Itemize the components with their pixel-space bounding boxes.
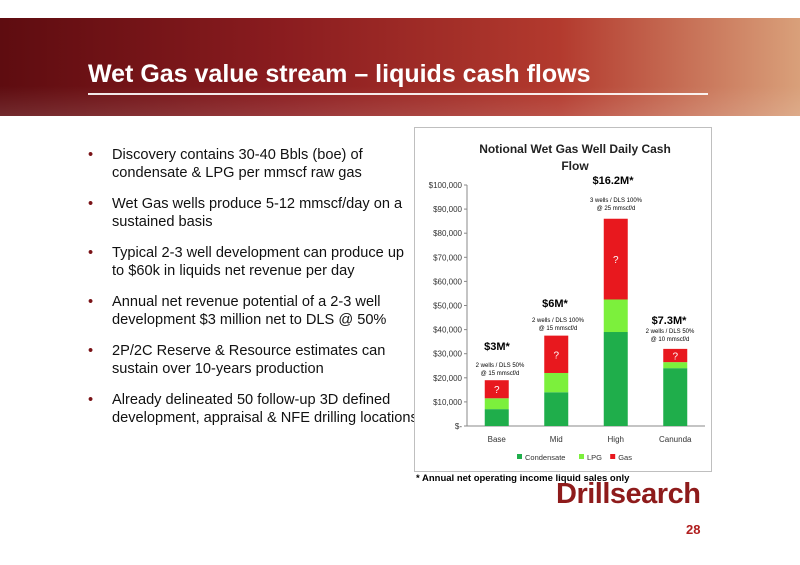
bullet-list: • Discovery contains 30-40 Bbls (boe) of … xyxy=(88,146,418,440)
bullet-text: Discovery contains 30-40 Bbls (boe) of c… xyxy=(112,147,363,181)
legend-swatch-gas xyxy=(610,454,616,459)
bar-segment-condensate xyxy=(663,368,688,426)
bullet-item: • Discovery contains 30-40 Bbls (boe) of … xyxy=(88,146,418,182)
y-tick-label: $100,000 xyxy=(429,181,463,190)
bullet-dot: • xyxy=(88,294,94,310)
y-tick-label: $70,000 xyxy=(433,253,462,262)
well-note-line: 2 wells / DLS 50% xyxy=(476,363,525,369)
chart-title-line: Flow xyxy=(561,159,589,173)
x-tick-label: High xyxy=(608,435,624,444)
y-tick-label: $30,000 xyxy=(433,350,462,359)
bar-segment-lpg xyxy=(603,299,628,333)
y-tick-label: $60,000 xyxy=(433,277,462,286)
y-tick-label: $10,000 xyxy=(433,398,462,407)
x-tick-label: Base xyxy=(488,435,507,444)
scenario-value-label: $3M* xyxy=(484,341,510,353)
bullet-dot: • xyxy=(88,245,94,261)
bar-segment-lpg xyxy=(663,362,688,369)
slide-title: Wet Gas value stream – liquids cash flow… xyxy=(88,60,591,88)
footnote: * Annual net operating income liquid sal… xyxy=(416,473,630,484)
bullet-text: Typical 2-3 well development can produce… xyxy=(112,245,405,279)
drillsearch-logo: Drillsearch xyxy=(556,478,701,511)
bullet-dot: • xyxy=(88,196,94,212)
bar-segment-lpg xyxy=(484,398,509,410)
bullet-item: • Annual net revenue potential of a 2-3 w… xyxy=(88,293,418,329)
well-note-line: @ 25 mmscf/d xyxy=(597,206,636,212)
well-note-line: 2 wells / DLS 100% xyxy=(532,318,585,324)
bullet-item: • Wet Gas wells produce 5-12 mmscf/day on… xyxy=(88,195,418,231)
well-note-line: 2 wells / DLS 50% xyxy=(646,329,695,335)
bar-segment-lpg xyxy=(544,372,569,393)
bullet-item: • Already delineated 50 follow-up 3D defi… xyxy=(88,391,418,427)
legend-label-lpg: LPG xyxy=(587,453,602,462)
x-tick-label: Mid xyxy=(550,435,563,444)
well-note-line: @ 15 mmscf/d xyxy=(481,371,520,377)
bullet-text: 2P/2C Reserve & Resource estimates can s… xyxy=(112,343,386,377)
bullet-text: Wet Gas wells produce 5-12 mmscf/day on … xyxy=(112,196,403,230)
scenario-value-label: $6M* xyxy=(542,298,568,310)
scenario-value-label: $7.3M* xyxy=(652,315,688,327)
page-number: 28 xyxy=(686,522,701,537)
legend-swatch-lpg xyxy=(579,454,584,459)
y-tick-label: $40,000 xyxy=(433,326,462,335)
title-underline xyxy=(88,93,708,95)
gas-unknown-marker: ? xyxy=(553,350,559,361)
scenario-value-label: $16.2M* xyxy=(593,175,635,187)
well-note-line: @ 15 mmscf/d xyxy=(539,326,578,332)
chart-container: Notional Wet Gas Well Daily Cash Flow $- $1… xyxy=(414,127,712,472)
y-tick-label: $90,000 xyxy=(433,205,462,214)
header-band xyxy=(0,18,800,116)
bullet-dot: • xyxy=(88,147,94,163)
chart-title-line: Notional Wet Gas Well Daily Cash xyxy=(479,142,671,156)
legend-label-gas: Gas xyxy=(618,453,632,462)
stacked-bar-chart: Notional Wet Gas Well Daily Cash Flow $- $1… xyxy=(429,142,705,462)
bar-segment-gas xyxy=(663,348,688,363)
x-tick-label: Canunda xyxy=(659,435,692,444)
y-tick-label: $- xyxy=(455,422,462,431)
bullet-dot: • xyxy=(88,392,94,408)
gas-unknown-marker: ? xyxy=(672,352,678,363)
legend-label-condensate: Condensate xyxy=(525,453,565,462)
bar-segment-gas xyxy=(544,335,569,373)
bar-segment-condensate xyxy=(603,332,628,426)
gas-unknown-marker: ? xyxy=(494,385,500,396)
y-tick-label: $20,000 xyxy=(433,374,462,383)
bullet-dot: • xyxy=(88,343,94,359)
bar-segment-gas xyxy=(603,218,628,300)
bullet-item: • Typical 2-3 well development can produc… xyxy=(88,244,418,280)
well-note-line: @ 10 mmscf/d xyxy=(651,337,690,343)
logo-text: Drillsearch xyxy=(556,478,701,510)
y-tick-label: $80,000 xyxy=(433,229,462,238)
bullet-item: • 2P/2C Reserve & Resource estimates can … xyxy=(88,342,418,378)
gas-unknown-marker: ? xyxy=(613,255,619,266)
bar-segment-condensate xyxy=(544,392,569,426)
bullet-text: Annual net revenue potential of a 2-3 we… xyxy=(112,294,387,328)
bar-segment-gas xyxy=(484,380,509,399)
y-tick-label: $50,000 xyxy=(433,302,462,311)
bullet-text: Already delineated 50 follow-up 3D defin… xyxy=(112,392,418,426)
well-note-line: 3 wells / DLS 100% xyxy=(590,198,643,204)
bar-segment-condensate xyxy=(484,409,509,426)
legend-swatch-condensate xyxy=(517,454,522,459)
